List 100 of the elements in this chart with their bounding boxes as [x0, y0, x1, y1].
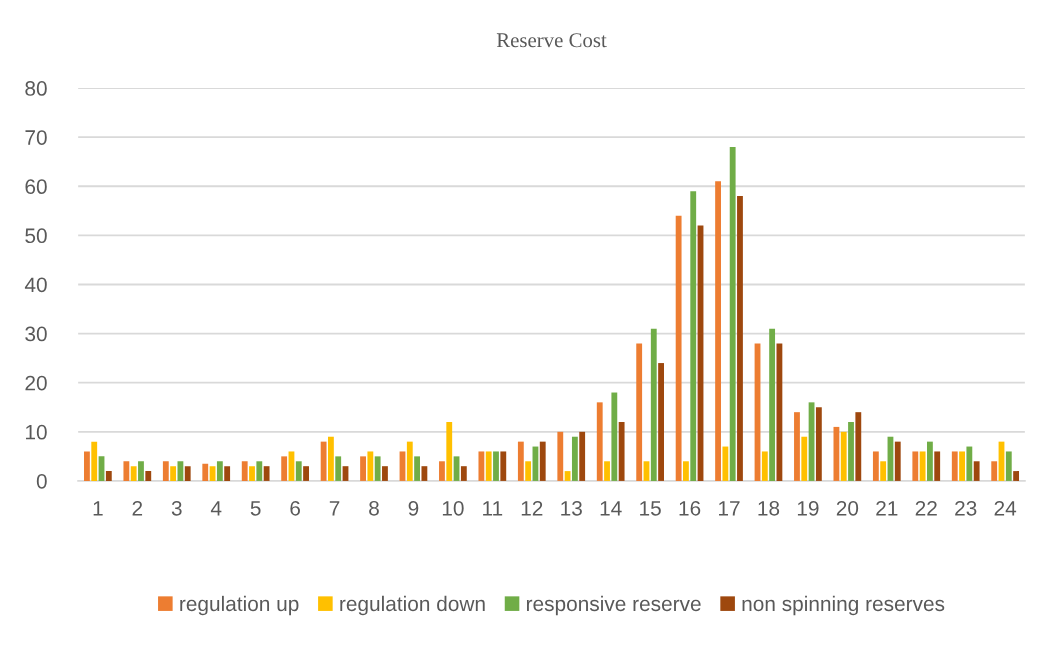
bar — [162, 461, 169, 481]
bar — [123, 461, 130, 481]
bar — [872, 451, 879, 481]
bar — [406, 441, 413, 481]
bar — [170, 466, 177, 481]
bar — [571, 436, 578, 481]
bar — [722, 446, 729, 481]
bar — [263, 466, 270, 481]
x-tick-label: 20 — [836, 500, 859, 516]
bar — [919, 451, 926, 481]
bar — [525, 461, 532, 481]
bar — [295, 461, 302, 481]
bar — [855, 412, 862, 481]
y-tick-label: 40 — [24, 277, 47, 293]
bar — [281, 456, 288, 481]
bar — [367, 451, 374, 481]
bar — [446, 421, 453, 481]
bar — [224, 466, 231, 481]
bar — [460, 466, 467, 481]
bar — [991, 461, 998, 481]
x-tick-label: 17 — [719, 501, 740, 516]
legend-label: regulation down — [340, 595, 485, 616]
bar — [966, 446, 973, 481]
bar — [880, 461, 887, 481]
bar — [335, 456, 342, 481]
bar — [374, 456, 381, 481]
bar — [848, 421, 854, 481]
bar — [421, 466, 428, 481]
bar — [604, 461, 610, 481]
bar — [776, 343, 783, 481]
y-tick-label: 30 — [25, 326, 47, 342]
x-tick-label: 13 — [561, 500, 582, 516]
bar — [564, 471, 571, 481]
bar — [618, 421, 625, 481]
chart-title: Reserve Cost — [496, 33, 607, 48]
y-tick-label: 20 — [25, 375, 47, 391]
x-tick-label: 7 — [329, 501, 340, 516]
bar — [256, 461, 263, 481]
x-tick-label: 5 — [250, 501, 261, 516]
bar — [493, 451, 499, 481]
bar — [382, 466, 388, 481]
bar — [815, 407, 822, 481]
bar — [500, 451, 507, 481]
x-tick-label: 12 — [521, 500, 543, 516]
bar — [690, 191, 697, 481]
bar — [715, 181, 721, 481]
bar — [840, 431, 847, 481]
bar — [241, 461, 248, 481]
bar — [611, 392, 618, 481]
bar — [926, 441, 933, 481]
x-tick-label: 2 — [132, 500, 143, 516]
bar — [249, 466, 255, 481]
y-tick-label: 60 — [25, 179, 47, 195]
bar — [761, 451, 768, 481]
x-tick-label: 8 — [369, 500, 379, 516]
bar — [216, 461, 223, 481]
x-tick-label: 24 — [994, 500, 1017, 516]
bar — [478, 451, 485, 481]
x-tick-label: 19 — [797, 500, 819, 516]
bar — [683, 461, 689, 481]
bar — [636, 343, 643, 481]
bar — [327, 436, 334, 481]
x-tick-label: 3 — [171, 500, 182, 516]
bar — [951, 451, 958, 481]
bar — [202, 463, 209, 481]
bar — [145, 471, 152, 481]
x-tick-label: 10 — [442, 500, 464, 516]
bar — [177, 461, 184, 481]
x-tick-label: 22 — [915, 500, 937, 516]
bar — [658, 363, 664, 481]
x-tick-label: 1 — [93, 501, 103, 516]
bar — [794, 412, 800, 481]
legend-label: non spinning reserves — [742, 595, 945, 616]
bar — [729, 146, 736, 481]
y-tick-label: 0 — [36, 473, 47, 489]
bar — [596, 402, 603, 481]
bar — [801, 436, 808, 481]
x-tick-label: 4 — [210, 501, 222, 516]
bar — [557, 431, 564, 481]
bar — [1005, 451, 1012, 481]
bar — [894, 441, 901, 481]
bar — [360, 456, 366, 481]
bar — [439, 461, 445, 481]
bar — [769, 328, 776, 481]
x-tick-label: 14 — [600, 501, 622, 516]
x-tick-label: 16 — [679, 500, 701, 516]
bar — [579, 431, 586, 481]
y-tick-label: 50 — [25, 228, 47, 244]
x-tick-label: 9 — [408, 500, 419, 516]
bar — [303, 466, 309, 481]
bar — [91, 441, 98, 481]
y-tick-label: 10 — [26, 424, 47, 440]
bar — [973, 461, 980, 481]
x-tick-label: 11 — [483, 501, 503, 516]
bar — [320, 441, 327, 481]
bar — [138, 461, 144, 481]
x-tick-label: 18 — [758, 500, 780, 516]
bar — [912, 451, 919, 481]
x-tick-label: 21 — [876, 500, 898, 516]
bar — [833, 426, 840, 481]
